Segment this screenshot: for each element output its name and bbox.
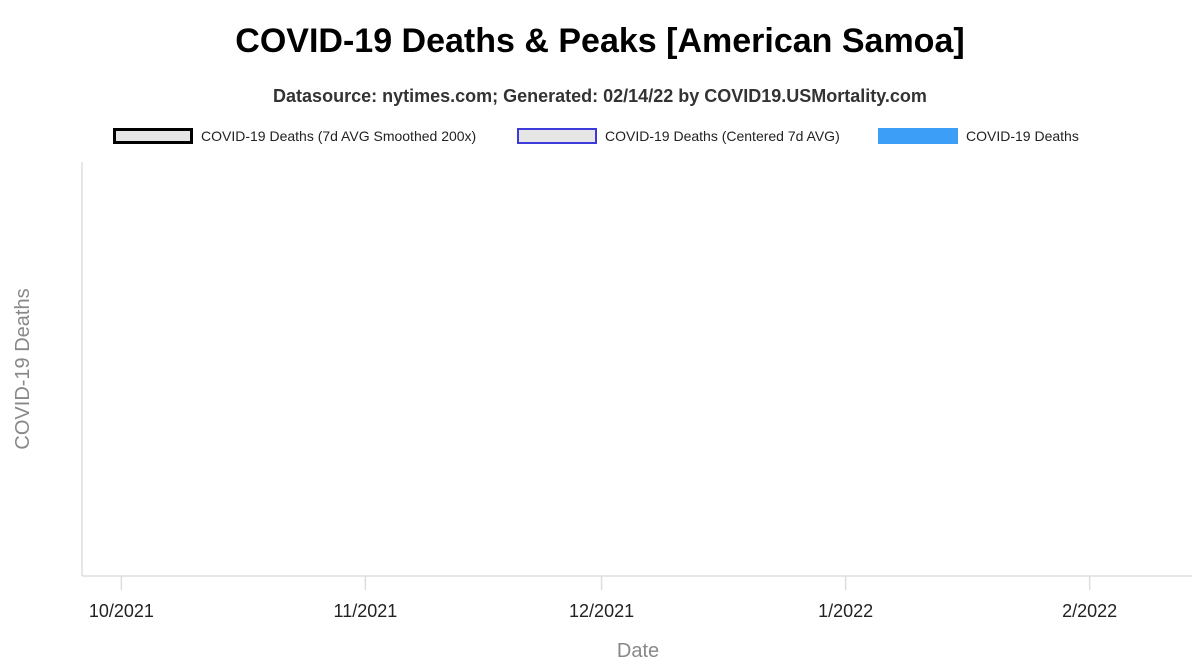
legend-swatch-centered — [517, 128, 597, 144]
legend-label-smoothed: COVID-19 Deaths (7d AVG Smoothed 200x) — [201, 128, 477, 144]
x-tick-label: 10/2021 — [89, 601, 154, 621]
x-tick-label: 1/2022 — [818, 601, 873, 621]
x-tick-label: 12/2021 — [569, 601, 634, 621]
legend-label-centered: COVID-19 Deaths (Centered 7d AVG) — [605, 128, 840, 144]
y-axis-label: COVID-19 Deaths — [12, 288, 34, 449]
x-tick-label: 2/2022 — [1062, 601, 1117, 621]
legend-item-deaths[interactable]: COVID-19 Deaths — [878, 126, 1079, 146]
legend-swatch-deaths — [878, 128, 958, 144]
legend-swatch-smoothed — [113, 128, 193, 144]
x-axis-label: Date — [617, 640, 659, 662]
chart-legend: COVID-19 Deaths (7d AVG Smoothed 200x) C… — [0, 126, 1200, 146]
chart-axes — [81, 162, 1192, 577]
chart-title: COVID-19 Deaths & Peaks [American Samoa] — [235, 22, 965, 60]
chart-subtitle: Datasource: nytimes.com; Generated: 02/1… — [273, 86, 927, 106]
legend-item-smoothed[interactable]: COVID-19 Deaths (7d AVG Smoothed 200x) — [113, 126, 476, 146]
legend-label-deaths: COVID-19 Deaths — [966, 128, 1079, 144]
legend-item-centered[interactable]: COVID-19 Deaths (Centered 7d AVG) — [517, 126, 840, 146]
x-ticks: 10/2021 11/2021 12/2021 1/2022 2/2022 — [89, 576, 1117, 621]
x-tick-label: 11/2021 — [334, 601, 398, 621]
